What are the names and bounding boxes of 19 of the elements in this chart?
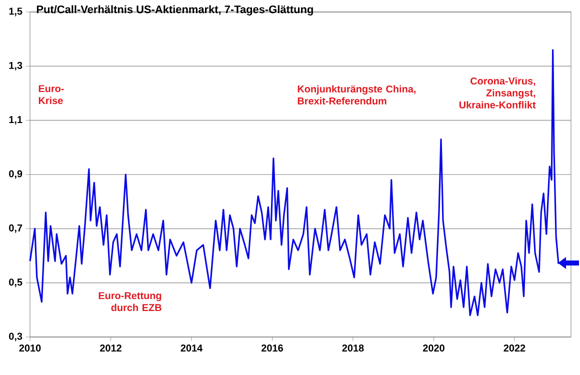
annotation: Euro-Krise — [38, 85, 64, 104]
x-tick-label: 2018 — [342, 344, 364, 352]
x-tick-label: 2020 — [423, 344, 444, 352]
x-tick-label: 2016 — [262, 344, 283, 352]
annotation: Konjunkturängste China, Brexit-Referendum — [298, 85, 416, 104]
x-tick-label: 2012 — [100, 344, 122, 352]
y-tick-label: 0,5 — [9, 278, 22, 288]
annotation: Euro-Rettung durch EZB — [98, 292, 162, 312]
annotation: Corona-Virus, Zinsangst, Ukraine-Konflikt — [459, 77, 536, 108]
y-tick-label: 1,3 — [9, 62, 22, 70]
chart-title: Put/Call-Verhältnis US-Aktienmarkt, 7-Tages-Glättung — [36, 5, 313, 16]
y-tick-label: 1,5 — [9, 8, 22, 16]
y-tick-label: 0,9 — [9, 170, 22, 179]
x-tick-label: 2010 — [19, 344, 41, 352]
y-tick-label: 0,3 — [9, 332, 22, 342]
x-tick-label: 2022 — [504, 344, 526, 352]
x-tick-label: 2014 — [180, 344, 203, 352]
y-tick-label: 0,7 — [9, 224, 22, 233]
y-tick-label: 1,1 — [9, 116, 22, 125]
